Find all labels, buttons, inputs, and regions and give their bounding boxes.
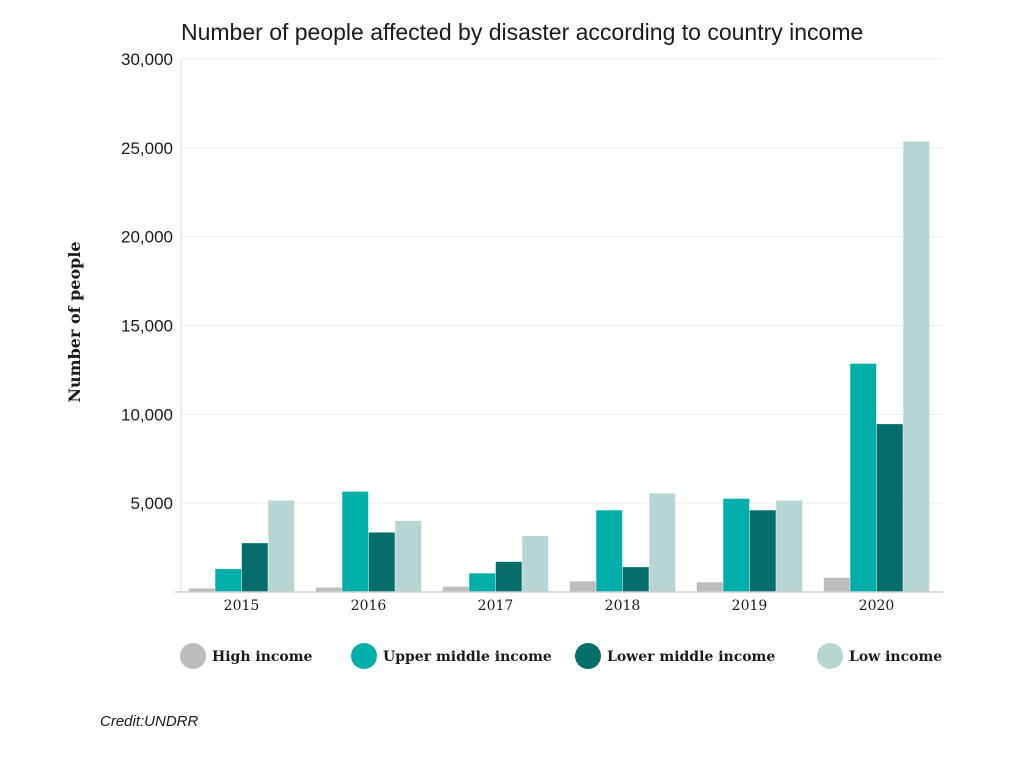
- bar-upper-middle-income-2019: [723, 498, 750, 592]
- bar-low-income-2018: [649, 493, 676, 592]
- legend-label-low-income: Low income: [849, 649, 942, 665]
- x-tick-label: 2019: [732, 598, 768, 614]
- bar-upper-middle-income-2017: [469, 573, 496, 592]
- legend-marker-upper-middle-income: [351, 643, 377, 669]
- bar-low-income-2020: [903, 141, 930, 593]
- credit-text: Credit:UNDRR: [100, 713, 199, 730]
- y-tick-label: 30,000: [121, 50, 173, 69]
- x-tick-label: 2016: [351, 598, 387, 614]
- bar-upper-middle-income-2018: [596, 510, 623, 592]
- y-tick-label: 20,000: [121, 228, 173, 247]
- legend-label-lower-middle-income: Lower middle income: [607, 649, 775, 665]
- gridlines: [181, 58, 943, 504]
- bar-high-income-2017: [442, 586, 469, 592]
- bar-high-income-2019: [696, 582, 723, 592]
- y-tick-label: 10,000: [121, 405, 173, 424]
- bar-lower-middle-income-2015: [241, 543, 268, 592]
- chart-title: Number of people affected by disaster ac…: [181, 19, 863, 45]
- y-axis-label: Number of people: [65, 241, 84, 402]
- bar-low-income-2016: [395, 520, 422, 592]
- bar-low-income-2019: [776, 500, 803, 592]
- y-tick-label: 5,000: [130, 494, 173, 513]
- x-axis: 2015 2016 2017 2018 2019 2020: [175, 591, 943, 614]
- bar-lower-middle-income-2020: [876, 424, 903, 592]
- y-tick-label: 25,000: [121, 139, 173, 158]
- legend-label-high-income: High income: [212, 649, 313, 665]
- bar-low-income-2015: [268, 500, 295, 592]
- legend-marker-high-income: [180, 643, 206, 669]
- bar-lower-middle-income-2017: [495, 561, 522, 592]
- bar-upper-middle-income-2015: [215, 568, 242, 592]
- legend-marker-lower-middle-income: [575, 643, 601, 669]
- bar-low-income-2017: [522, 536, 549, 592]
- bar-upper-middle-income-2016: [342, 491, 369, 592]
- bar-lower-middle-income-2019: [749, 510, 776, 592]
- bar-high-income-2020: [823, 577, 850, 592]
- y-axis: 5,000 10,000 15,000 20,000 25,000 30,000: [121, 50, 182, 592]
- bar-high-income-2016: [315, 587, 342, 592]
- bar-lower-middle-income-2018: [622, 567, 649, 592]
- bar-lower-middle-income-2016: [368, 532, 395, 592]
- bar-high-income-2015: [188, 588, 215, 592]
- x-tick-label: 2015: [224, 598, 260, 614]
- bar-upper-middle-income-2020: [850, 363, 877, 592]
- bars: [188, 141, 930, 593]
- legend: High income Upper middle income Lower midd…: [180, 643, 942, 669]
- x-tick-label: 2017: [478, 598, 514, 614]
- legend-marker-low-income: [817, 643, 843, 669]
- bar-high-income-2018: [569, 581, 596, 592]
- x-tick-label: 2020: [859, 598, 895, 614]
- y-tick-label: 15,000: [121, 317, 173, 336]
- x-tick-label: 2018: [605, 598, 641, 614]
- legend-label-upper-middle-income: Upper middle income: [383, 649, 552, 665]
